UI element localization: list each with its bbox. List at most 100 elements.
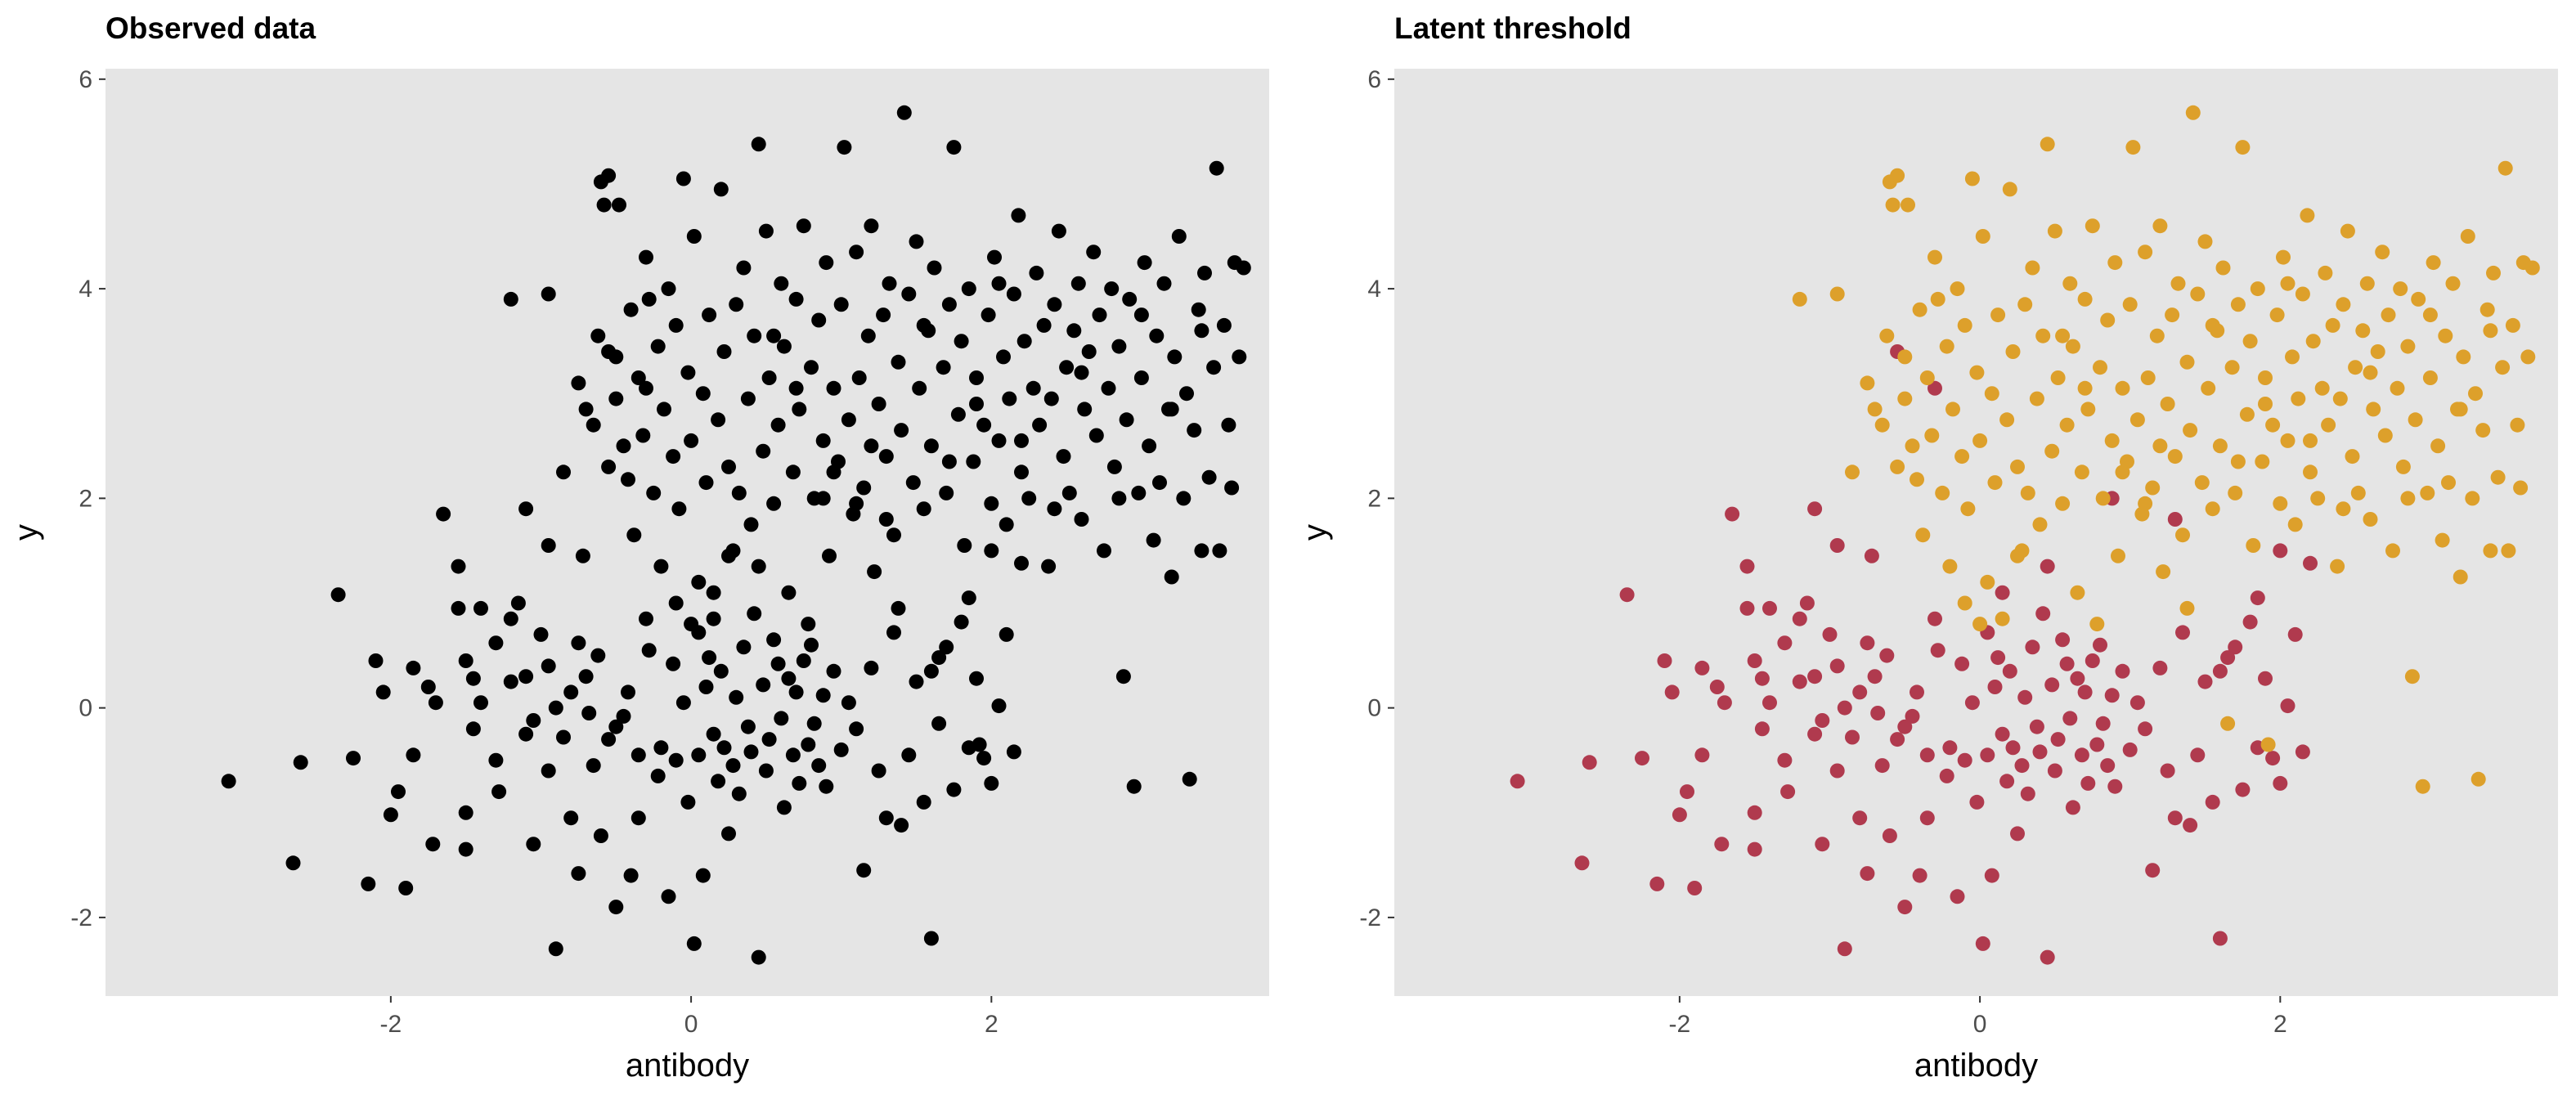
data-point [2280,698,2296,714]
data-point [1657,653,1672,668]
data-point [833,742,849,757]
data-point [2332,391,2348,406]
data-point [2074,747,2089,763]
data-point [1119,412,1134,428]
data-point [1928,611,1942,626]
data-point [2426,255,2441,271]
data-point [1739,559,1755,574]
data-point [1014,433,1029,448]
data-point [957,538,972,553]
data-point [2095,716,2111,731]
data-point [541,286,556,302]
data-point [747,606,762,622]
data-point [2025,640,2040,655]
data-point [2179,354,2195,370]
data-point [796,653,811,668]
data-point [1901,197,1915,213]
data-point [758,223,774,239]
data-point [1056,449,1071,464]
data-point [2194,475,2210,491]
data-point [518,669,534,684]
x-tick-label: 2 [985,1011,999,1038]
data-point [756,677,771,693]
data-point [2010,548,2025,563]
data-point [1860,866,1875,882]
data-point [1029,265,1044,280]
data-point [867,564,882,580]
data-point [428,695,443,711]
data-point [1950,889,1965,904]
data-point [639,611,653,626]
data-point [1945,402,1960,417]
data-point [2115,464,2130,480]
data-point [1845,464,1860,480]
data-point [984,496,999,511]
data-point [675,695,691,711]
data-point [837,140,852,155]
data-point [2430,438,2446,454]
data-point [801,737,816,752]
data-point [666,656,681,671]
data-point [815,688,831,703]
data-point [1197,265,1212,280]
data-point [2220,716,2236,731]
data-point [2014,758,2030,774]
data-point [398,881,414,895]
data-point [1126,779,1142,794]
data-point [1047,297,1062,312]
data-point [2258,370,2273,385]
data-point [586,417,601,433]
data-point [623,868,639,883]
data-point [999,626,1014,642]
data-point [736,640,752,655]
data-point [616,438,631,454]
data-point [2005,344,2021,359]
data-point [1890,168,1905,183]
observed-data-panel: -2 0 2 -2 0 2 4 6 antibody y [8,66,1269,1084]
data-point [686,936,702,951]
data-point [1915,527,1931,543]
data-point [819,779,834,794]
data-point [860,328,876,343]
data-point [826,380,841,396]
data-point [631,810,646,826]
data-point [1086,245,1102,260]
data-point [2062,711,2078,726]
data-point [626,527,642,543]
data-point [686,229,702,244]
data-point [2390,380,2405,396]
x-tick-label: -2 [380,1011,402,1038]
data-point [923,931,939,946]
data-point [2029,391,2044,406]
data-point [586,758,601,774]
data-point [1672,807,1687,823]
data-point [871,397,886,411]
data-point [391,784,406,800]
data-point [518,726,534,742]
data-point [806,491,822,506]
data-point [891,600,906,616]
data-point [2167,810,2183,826]
data-point [571,375,586,391]
y-tick-label: 0 [79,695,92,722]
data-point [1910,684,1924,700]
data-point [1890,459,1905,474]
data-point [2122,297,2138,312]
data-point [761,370,777,385]
data-point [1919,810,1935,826]
data-point [680,794,696,810]
data-point [473,600,488,616]
data-point [729,297,744,312]
data-point [1101,380,1116,396]
data-point [886,527,901,543]
data-point [2074,464,2089,480]
data-point [465,671,481,686]
data-point [1182,771,1197,787]
data-point [465,721,481,737]
data-point [503,291,518,307]
data-point [581,706,597,720]
data-point [2303,464,2318,480]
data-point [1957,317,1972,333]
data-point [2393,281,2408,297]
data-point [1014,464,1029,480]
